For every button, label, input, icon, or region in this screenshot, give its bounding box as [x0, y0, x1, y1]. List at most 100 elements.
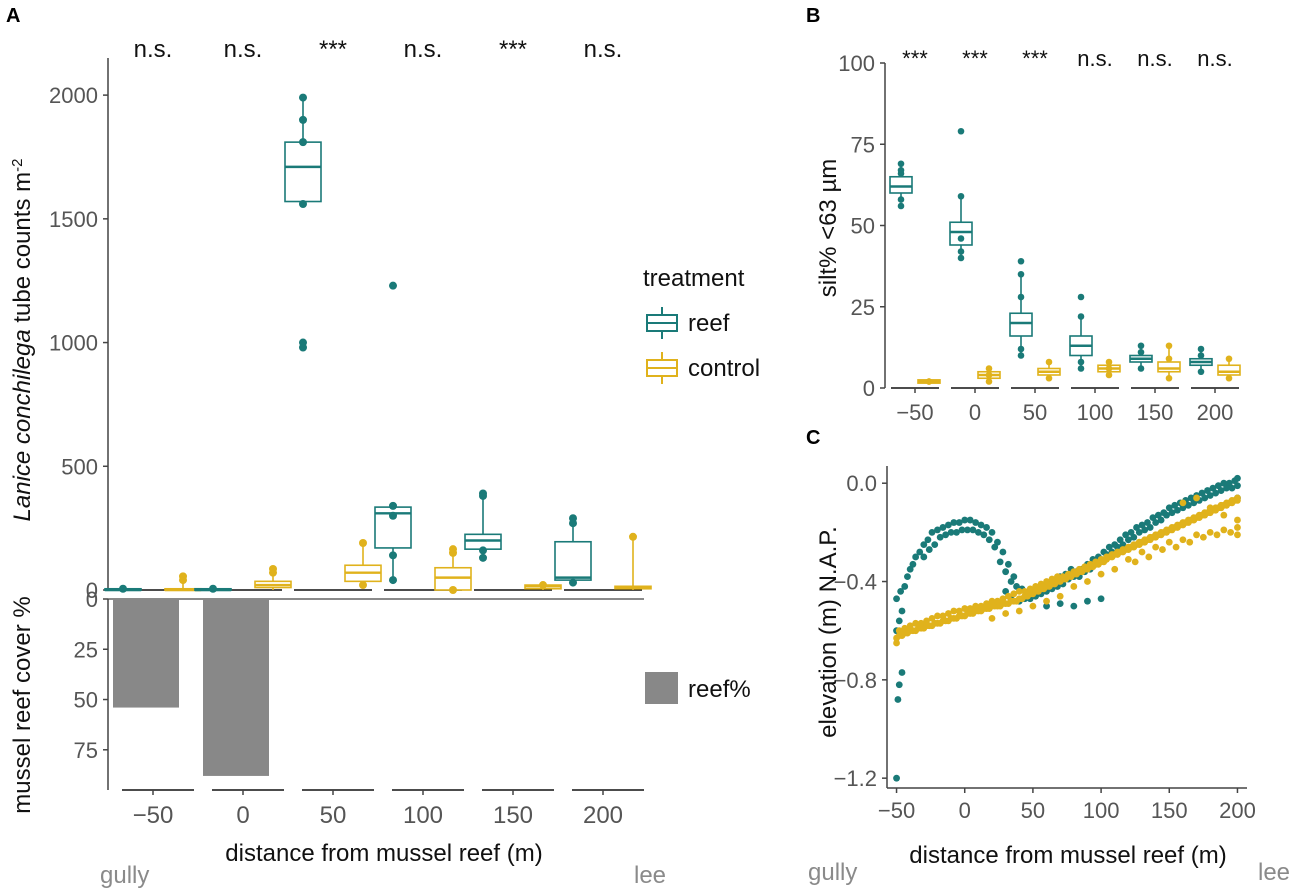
reef-point: [969, 526, 977, 534]
reef-point: [953, 528, 960, 536]
control-point: [539, 581, 547, 590]
control-point: [1168, 524, 1176, 531]
control-point: [1092, 558, 1100, 566]
y-tick-label: 25: [74, 637, 98, 662]
control-point: [1124, 556, 1132, 563]
control-point: [1021, 587, 1029, 595]
reef-point: [897, 202, 905, 210]
legend-key-control: [646, 352, 678, 384]
reef-point: [895, 617, 903, 625]
significance-label: n.s.: [224, 36, 263, 63]
x-tick-label: 100: [1077, 400, 1114, 425]
reef-point: [299, 343, 307, 352]
y-tick-label: 0: [86, 587, 98, 612]
reef-point: [1056, 600, 1064, 608]
control-point: [1165, 342, 1173, 350]
control-point: [1105, 365, 1113, 372]
reef-point: [1206, 492, 1214, 499]
reef-point: [1137, 365, 1145, 372]
reef-point: [479, 491, 487, 500]
reef-point: [1097, 595, 1105, 603]
significance-label: ***: [319, 36, 347, 63]
control-point: [1056, 592, 1064, 600]
y-tick-label: −1.2: [834, 766, 877, 791]
reef-point: [1130, 533, 1138, 541]
reef-point: [299, 93, 307, 102]
reef-point: [955, 519, 963, 526]
control-point: [928, 614, 936, 622]
y-tick-label: −0.8: [834, 668, 877, 693]
x-tick-label: 50: [1021, 798, 1045, 823]
control-point: [1223, 499, 1230, 507]
control-point: [1217, 501, 1225, 509]
control-point: [1213, 531, 1221, 539]
panel-a-reef-cover-bars: 0 25 50 75 −50 0 50 100 150 200: [74, 587, 644, 829]
legend-label-control: control: [688, 355, 760, 382]
reef-point: [980, 531, 988, 539]
x-tick-label: 200: [1197, 400, 1234, 425]
control-point: [1111, 565, 1119, 573]
reef-point: [1179, 504, 1187, 512]
y-tick-label: 0: [863, 376, 875, 401]
control-point: [1070, 583, 1078, 590]
control-point: [988, 614, 996, 622]
control-point: [1165, 538, 1173, 546]
reef-box: [284, 141, 322, 203]
control-point: [1234, 516, 1241, 524]
reef-point: [985, 536, 993, 544]
x-tick-label: 0: [959, 798, 971, 823]
x-tick-label: −50: [133, 802, 174, 829]
reef-point: [1141, 526, 1149, 534]
reef-point: [957, 127, 965, 135]
control-point: [1193, 531, 1200, 539]
significance-label: ***: [499, 36, 527, 63]
reef-point: [931, 541, 939, 549]
reef-point: [299, 138, 307, 147]
x-tick-label: 100: [403, 802, 443, 829]
control-point: [1075, 565, 1083, 573]
legend-label-reef-cover: reef%: [688, 676, 751, 703]
y-tick-label: −0.4: [834, 570, 877, 595]
reef-point: [957, 192, 965, 200]
reef-point: [920, 541, 928, 549]
control-point: [983, 600, 990, 608]
control-point: [977, 602, 985, 610]
control-point: [449, 548, 457, 557]
control-point: [359, 581, 367, 590]
reef-point: [912, 553, 920, 561]
significance-label: ***: [1022, 46, 1048, 71]
reef-point: [958, 526, 966, 534]
control-point: [923, 617, 930, 625]
reef-point: [1163, 511, 1170, 519]
reef-point: [964, 526, 971, 534]
reef-point: [1234, 474, 1241, 482]
reef-point: [1077, 313, 1085, 320]
reef-point: [957, 235, 965, 242]
reef-point: [1002, 568, 1010, 576]
reef-box: [889, 175, 913, 194]
control-point: [1195, 511, 1203, 519]
x-tick-label: 150: [493, 802, 533, 829]
reef-point: [299, 199, 307, 208]
y-tick-label: 1500: [49, 207, 98, 232]
reef-point: [1077, 365, 1085, 372]
y-tick-label: 2000: [49, 83, 98, 108]
control-point: [1108, 551, 1116, 558]
reef-point: [1017, 270, 1025, 278]
control-point: [988, 597, 996, 605]
control-point: [1220, 511, 1228, 519]
control-point: [934, 612, 941, 620]
control-point: [1119, 546, 1127, 553]
reef-point: [1217, 487, 1225, 494]
reef-point: [988, 528, 996, 536]
reef-point: [389, 551, 397, 560]
panel-a-ylabel-species: Lanice conchilega: [9, 329, 36, 521]
reef-point: [1234, 482, 1241, 490]
panel-c-xlabel: distance from mussel reef (m): [909, 842, 1226, 869]
control-point: [1199, 533, 1207, 541]
reef-point: [1070, 602, 1078, 610]
reef-point: [479, 546, 487, 555]
reef-point: [1212, 489, 1220, 497]
control-point: [1114, 548, 1121, 556]
reef-point: [895, 681, 903, 689]
